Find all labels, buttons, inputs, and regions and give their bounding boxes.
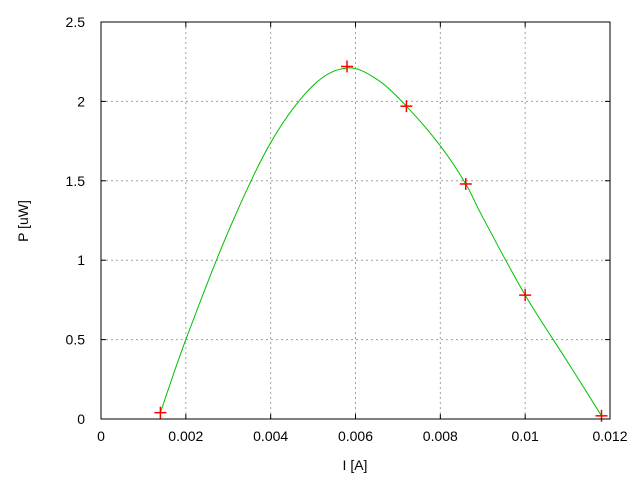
y-tick-label: 0.5 <box>66 332 86 348</box>
y-axis-label: P [uW] <box>15 200 31 242</box>
ticks: 0 0.002 0.004 0.006 0.008 0.01 0.012 0 0.5 1 1.5 2 2… <box>66 14 628 444</box>
x-tick-label: 0.004 <box>253 428 288 444</box>
x-tick-label: 0 <box>97 428 105 444</box>
x-tick-label: 0.006 <box>338 428 373 444</box>
plot-border <box>100 21 611 420</box>
y-tick-label: 2.5 <box>66 14 86 30</box>
y-tick-label: 0 <box>77 411 85 427</box>
x-tick-label: 0.002 <box>168 428 203 444</box>
y-tick-label: 1 <box>77 252 85 268</box>
x-tick-label: 0.008 <box>423 428 458 444</box>
y-tick-label: 1.5 <box>66 173 86 189</box>
data-point-cross <box>154 406 167 419</box>
data-point-cross <box>400 100 413 113</box>
grid <box>101 22 610 419</box>
data-point-cross <box>341 60 354 73</box>
x-tick-label: 0.01 <box>512 428 539 444</box>
x-tick-label: 0.012 <box>592 428 627 444</box>
x-axis-label: I [A] <box>343 457 368 473</box>
data-point-cross <box>519 289 532 302</box>
data-point-cross <box>459 177 472 190</box>
y-tick-label: 2 <box>77 93 85 109</box>
data-point-cross <box>595 409 608 422</box>
fit-curve-group <box>159 67 602 417</box>
data-points <box>154 60 608 422</box>
fit-curve <box>159 67 602 417</box>
